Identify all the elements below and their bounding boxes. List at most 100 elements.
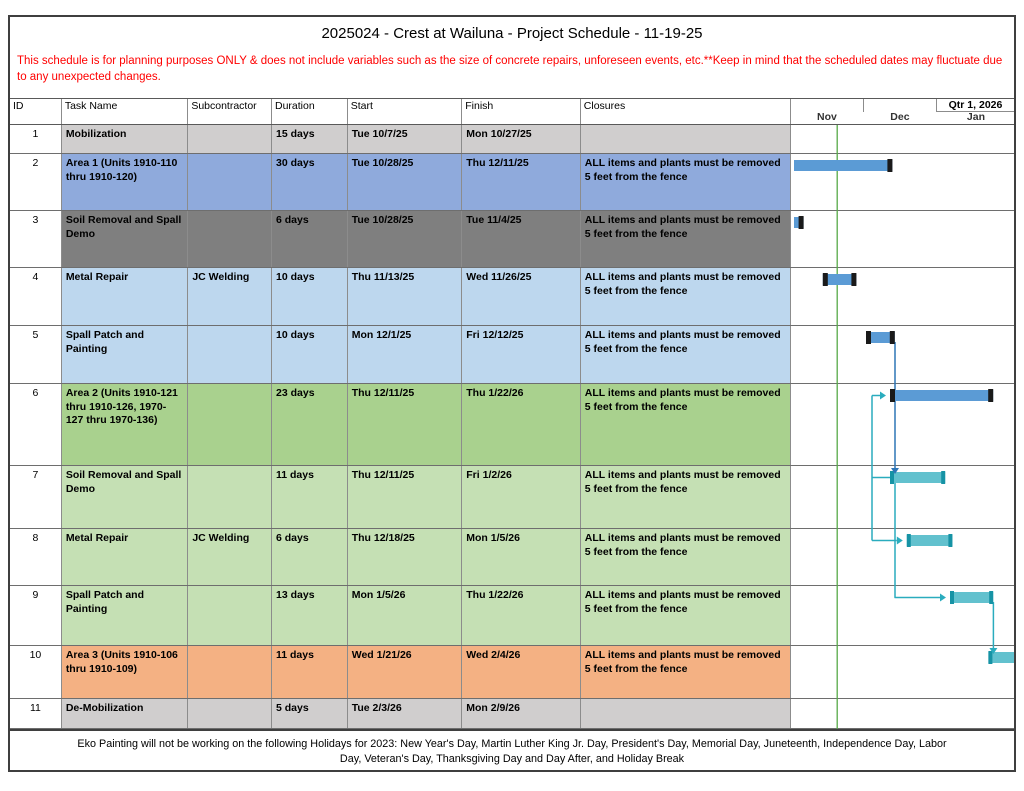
cell-id: 7 [10, 466, 62, 528]
cell-start: Thu 12/11/25 [347, 384, 463, 465]
document-frame: 2025024 - Crest at Wailuna - Project Sch… [8, 15, 1016, 772]
cell-start: Thu 12/18/25 [347, 529, 463, 585]
month-label-dec: Dec [890, 111, 910, 123]
col-header-closures: Closures [580, 99, 791, 124]
month-label-jan: Jan [966, 111, 985, 123]
cell-subcontractor [188, 326, 272, 383]
cell-task-name: Area 2 (Units 1910-121 thru 1910-126, 19… [61, 384, 189, 465]
table-row: 6 Area 2 (Units 1910-121 thru 1910-126, 1… [10, 384, 1015, 466]
planning-disclaimer: This schedule is for planning purposes O… [17, 55, 1003, 83]
cell-id: 2 [10, 154, 62, 210]
col-header-subcontractor: Subcontractor [188, 99, 272, 124]
cell-chart [790, 326, 1015, 383]
cell-id: 10 [10, 646, 62, 698]
task-rows: 1 Mobilization 15 days Tue 10/7/25 Mon 10/27… [10, 125, 1015, 729]
cell-closures: ALL items and plants must be removed 5 f… [580, 466, 791, 528]
cell-task-name: Spall Patch and Painting [61, 326, 189, 383]
cell-duration: 11 days [272, 646, 348, 698]
cell-task-name: Metal Repair [61, 268, 189, 325]
cell-duration: 6 days [272, 211, 348, 267]
cell-id: 9 [10, 586, 62, 645]
cell-subcontractor: JC Welding [188, 529, 272, 585]
cell-closures: ALL items and plants must be removed 5 f… [580, 268, 791, 325]
table-row: 2 Area 1 (Units 1910-110 thru 1910-120) 30… [10, 154, 1015, 211]
cell-subcontractor [188, 586, 272, 645]
cell-closures: ALL items and plants must be removed 5 f… [580, 154, 791, 210]
cell-start: Tue 10/28/25 [347, 154, 463, 210]
month-tick [862, 99, 864, 112]
cell-subcontractor [188, 125, 272, 153]
cell-start: Tue 2/3/26 [347, 699, 463, 728]
cell-chart [790, 268, 1015, 325]
cell-closures: ALL items and plants must be removed 5 f… [580, 384, 791, 465]
cell-chart [790, 384, 1015, 465]
cell-duration: 6 days [272, 529, 348, 585]
cell-subcontractor: JC Welding [188, 268, 272, 325]
cell-id: 6 [10, 384, 62, 465]
cell-task-name: Metal Repair [61, 529, 189, 585]
cell-chart [790, 699, 1015, 728]
cell-finish: Fri 1/2/26 [462, 466, 581, 528]
cell-closures: ALL items and plants must be removed 5 f… [580, 326, 791, 383]
cell-id: 8 [10, 529, 62, 585]
cell-finish: Fri 12/12/25 [462, 326, 581, 383]
timeline-header: Qtr 1, 2026 Nov Dec Jan [790, 99, 1014, 124]
table-row: 1 Mobilization 15 days Tue 10/7/25 Mon 10/27… [10, 125, 1015, 154]
cell-task-name: Soil Removal and Spall Demo [61, 211, 189, 267]
cell-finish: Mon 1/5/26 [462, 529, 581, 585]
cell-closures: ALL items and plants must be removed 5 f… [580, 211, 791, 267]
cell-chart [790, 125, 1015, 153]
holiday-footer-note: Eko Painting will not be working on the … [10, 729, 1014, 774]
cell-subcontractor [188, 211, 272, 267]
cell-closures [580, 125, 791, 153]
cell-duration: 10 days [272, 268, 348, 325]
cell-task-name: Area 3 (Units 1910-106 thru 1910-109) [61, 646, 189, 698]
cell-start: Mon 12/1/25 [347, 326, 463, 383]
table-row: 7 Soil Removal and Spall Demo 11 days Thu 1… [10, 466, 1015, 529]
cell-closures: ALL items and plants must be removed 5 f… [580, 646, 791, 698]
month-labels: Nov Dec Jan [791, 110, 1014, 124]
col-header-task-name: Task Name [61, 99, 189, 124]
cell-closures: ALL items and plants must be removed 5 f… [580, 586, 791, 645]
table-row: 9 Spall Patch and Painting 13 days Mon 1/5/… [10, 586, 1015, 646]
cell-finish: Wed 11/26/25 [462, 268, 581, 325]
cell-duration: 5 days [272, 699, 348, 728]
cell-start: Thu 12/11/25 [347, 466, 463, 528]
col-header-start: Start [347, 99, 463, 124]
cell-duration: 23 days [272, 384, 348, 465]
cell-closures [580, 699, 791, 728]
cell-task-name: De-Mobilization [61, 699, 189, 728]
table-row: 10 Area 3 (Units 1910-106 thru 1910-109) 1… [10, 646, 1015, 699]
cell-task-name: Area 1 (Units 1910-110 thru 1910-120) [61, 154, 189, 210]
cell-finish: Thu 1/22/26 [462, 384, 581, 465]
cell-finish: Thu 1/22/26 [462, 586, 581, 645]
cell-subcontractor [188, 699, 272, 728]
cell-chart [790, 211, 1015, 267]
col-header-duration: Duration [271, 99, 348, 124]
table-header-row: ID Task Name Subcontractor Duration Star… [10, 98, 1014, 125]
cell-duration: 30 days [272, 154, 348, 210]
quarter-label: Qtr 1, 2026 [936, 99, 1014, 112]
cell-start: Mon 1/5/26 [347, 586, 463, 645]
page-title: 2025024 - Crest at Wailuna - Project Sch… [321, 25, 703, 42]
cell-id: 3 [10, 211, 62, 267]
table-row: 11 De-Mobilization 5 days Tue 2/3/26 Mon 2/9… [10, 699, 1015, 729]
cell-subcontractor [188, 466, 272, 528]
cell-id: 5 [10, 326, 62, 383]
table-row: 3 Soil Removal and Spall Demo 6 days Tue 10… [10, 211, 1015, 268]
cell-duration: 13 days [272, 586, 348, 645]
cell-chart [790, 586, 1015, 645]
cell-chart [790, 529, 1015, 585]
cell-finish: Mon 10/27/25 [462, 125, 581, 153]
cell-start: Tue 10/7/25 [347, 125, 463, 153]
cell-chart [790, 154, 1015, 210]
cell-start: Thu 11/13/25 [347, 268, 463, 325]
cell-id: 11 [10, 699, 62, 728]
cell-finish: Tue 11/4/25 [462, 211, 581, 267]
cell-task-name: Mobilization [61, 125, 189, 153]
cell-id: 1 [10, 125, 62, 153]
cell-chart [790, 646, 1015, 698]
cell-start: Wed 1/21/26 [347, 646, 463, 698]
cell-duration: 11 days [272, 466, 348, 528]
